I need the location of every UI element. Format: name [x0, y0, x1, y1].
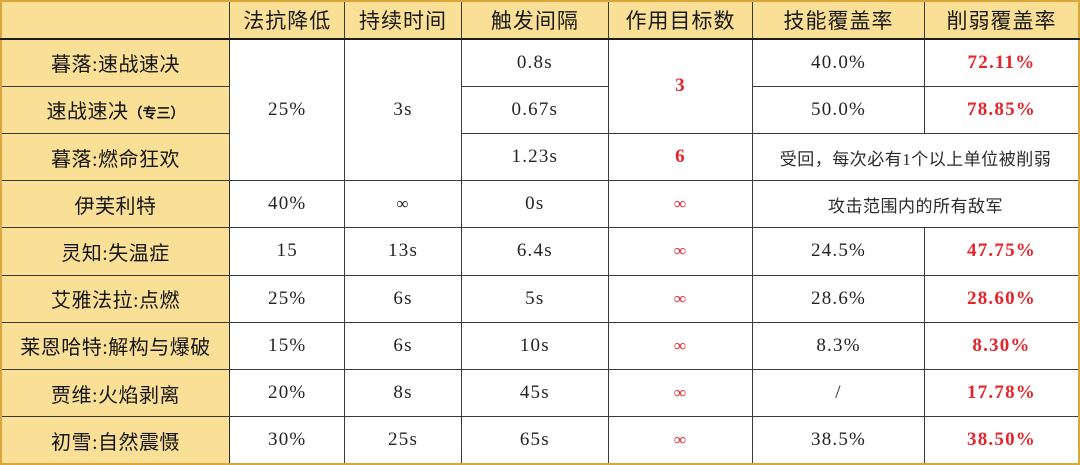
- cell-skill-coverage: 8.3%: [752, 321, 926, 371]
- cell-skill-coverage: 28.6%: [752, 274, 926, 323]
- table-row: 暮落:速战速决 25% 3s 0.8s 3 40.0% 72.11%: [0, 38, 1080, 182]
- row-label-text: 初雪:自然震慑: [51, 431, 181, 454]
- row-label-pramanix-natural-awe: 初雪:自然震慑: [0, 416, 231, 465]
- row-label-text: 暮落:速战速决: [51, 54, 181, 77]
- cell-res-reduction: 20%: [229, 369, 346, 418]
- cell-skill-coverage: 24.5%: [752, 227, 926, 276]
- cell-res-reduction: 25%: [229, 274, 346, 323]
- cell-target-count: ∞: [607, 180, 754, 229]
- cell-res-reduction: 15: [229, 227, 346, 276]
- column-header-name: [0, 0, 231, 40]
- cell-trigger-interval: 45s: [460, 369, 609, 418]
- cell-skill-coverage: 38.5%: [752, 416, 926, 465]
- cell-trigger-interval: 0.8s: [460, 38, 609, 87]
- row-label-suffix: （专三）: [128, 107, 185, 123]
- cell-duration: 13s: [344, 227, 462, 276]
- column-header-skill-coverage: 技能覆盖率: [752, 0, 926, 40]
- cell-target-count: ∞: [607, 369, 754, 418]
- table-row: 贾维:火焰剥离 20% 8s 45s ∞ / 17.78%: [0, 369, 1080, 418]
- cell-debuff-coverage: 72.11%: [924, 38, 1080, 87]
- column-header-debuff-coverage: 削弱覆盖率: [924, 0, 1080, 40]
- row-label-ifrit: 伊芙利特: [0, 180, 231, 229]
- cell-debuff-coverage: 28.60%: [924, 274, 1080, 323]
- row-label-reinhardt-deconstruction: 莱恩哈特:解构与爆破: [0, 321, 231, 371]
- cell-target-count: ∞: [607, 274, 754, 323]
- cell-debuff-coverage: 17.78%: [924, 369, 1080, 418]
- cell-res-reduction: 15%: [229, 321, 346, 371]
- table-row: 艾雅法拉:点燃 25% 6s 5s ∞ 28.6% 28.60%: [0, 274, 1080, 323]
- column-header-res-reduction: 法抗降低: [229, 0, 346, 40]
- row-label-text: 莱恩哈特:解构与爆破: [20, 337, 211, 360]
- cell-trigger-interval: 0.67s: [460, 85, 609, 134]
- cell-note: 攻击范围内的所有敌军: [752, 180, 1080, 229]
- row-label-lingzhi-hypothermia: 灵知:失温症: [0, 227, 231, 276]
- cell-duration: 25s: [344, 416, 462, 465]
- cell-trigger-interval: 0s: [460, 180, 609, 229]
- cell-duration: ∞: [344, 180, 462, 229]
- cell-trigger-interval: 6.4s: [460, 227, 609, 276]
- cell-debuff-coverage: 8.30%: [924, 321, 1080, 371]
- row-label-mulo-speed-battle: 暮落:速战速决: [0, 38, 231, 87]
- cell-duration: 8s: [344, 369, 462, 418]
- row-label-eyjafjalla-ignite: 艾雅法拉:点燃: [0, 274, 231, 323]
- table-body: 暮落:速战速决 25% 3s 0.8s 3 40.0% 72.11% 速战速决（…: [0, 38, 1080, 465]
- cell-res-reduction: 30%: [229, 416, 346, 465]
- table-row: 灵知:失温症 15 13s 6.4s ∞ 24.5% 47.75%: [0, 227, 1080, 276]
- cell-skill-coverage: 40.0%: [752, 38, 926, 87]
- cell-trigger-interval: 65s: [460, 416, 609, 465]
- table-header: 法抗降低 持续时间 触发间隔 作用目标数 技能覆盖率 削弱覆盖率: [0, 0, 1080, 40]
- column-header-trigger-interval: 触发间隔: [460, 0, 609, 40]
- table-row: 初雪:自然震慑 30% 25s 65s ∞ 38.5% 38.50%: [0, 416, 1080, 465]
- table-row: 伊芙利特 40% ∞ 0s ∞ 攻击范围内的所有敌军: [0, 180, 1080, 229]
- cell-target-count: ∞: [607, 227, 754, 276]
- row-label-text: 灵知:失温症: [61, 242, 170, 265]
- row-label-text: 暮落:燃命狂欢: [51, 148, 181, 171]
- cell-trigger-interval: 1.23s: [460, 132, 609, 182]
- column-header-duration: 持续时间: [344, 0, 462, 40]
- cell-skill-coverage: /: [752, 369, 926, 418]
- cell-trigger-interval: 10s: [460, 321, 609, 371]
- cell-res-reduction: 40%: [229, 180, 346, 229]
- cell-note: 受回，每次必有1个以上单位被削弱: [752, 132, 1080, 182]
- row-label-text: 伊芙利特: [74, 195, 157, 218]
- cell-debuff-coverage: 38.50%: [924, 416, 1080, 465]
- row-label-mulo-burning-carnival: 暮落:燃命狂欢: [0, 132, 231, 182]
- cell-target-count: 3: [607, 38, 754, 134]
- column-header-target-count: 作用目标数: [607, 0, 754, 40]
- row-label-text: 艾雅法拉:点燃: [51, 290, 181, 313]
- cell-target-count: ∞: [607, 321, 754, 371]
- cell-duration: 6s: [344, 274, 462, 323]
- table-row: 暮落:燃命狂欢 1.23s 6 受回，每次必有1个以上单位被削弱: [0, 132, 1080, 182]
- cell-duration: 3s: [344, 38, 462, 182]
- cell-debuff-coverage: 78.85%: [924, 85, 1080, 134]
- row-label-jaye-flame-stripping: 贾维:火焰剥离: [0, 369, 231, 418]
- table-header-row: 法抗降低 持续时间 触发间隔 作用目标数 技能覆盖率 削弱覆盖率: [0, 0, 1080, 40]
- cell-skill-coverage: 50.0%: [752, 85, 926, 134]
- cell-trigger-interval: 5s: [460, 274, 609, 323]
- cell-target-count: 6: [607, 132, 754, 182]
- cell-res-reduction: 25%: [229, 38, 346, 182]
- cell-debuff-coverage: 47.75%: [924, 227, 1080, 276]
- cell-target-count: ∞: [607, 416, 754, 465]
- row-label-text: 贾维:火焰剥离: [51, 384, 181, 407]
- cell-duration: 6s: [344, 321, 462, 371]
- table-row: 莱恩哈特:解构与爆破 15% 6s 10s ∞ 8.3% 8.30%: [0, 321, 1080, 371]
- row-label-speed-battle-mod3: 速战速决（专三）: [0, 85, 231, 134]
- row-label-text: 速战速决: [46, 101, 129, 124]
- table-row: 速战速决（专三） 0.67s 50.0% 78.85%: [0, 85, 1080, 134]
